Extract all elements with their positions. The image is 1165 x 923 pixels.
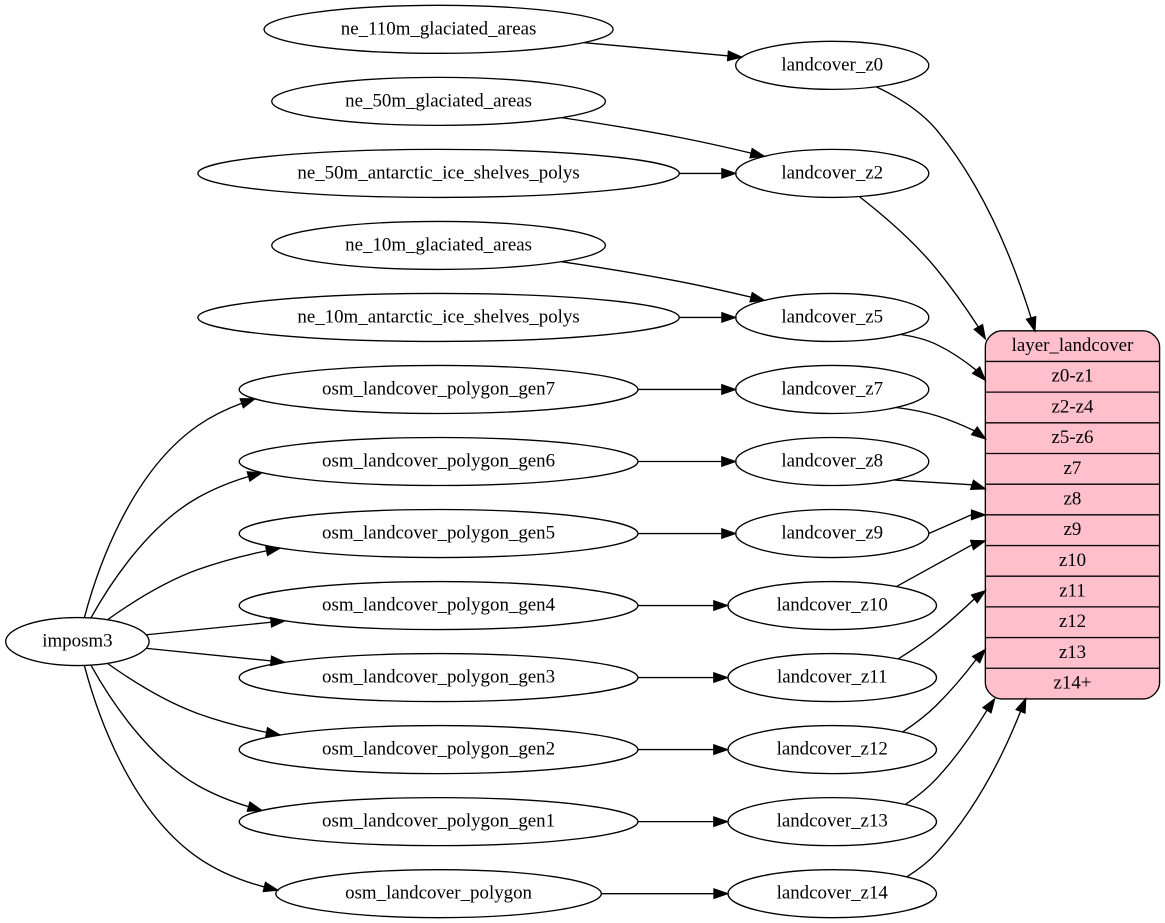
svg-text:layer_landcover: layer_landcover xyxy=(1012,335,1134,356)
svg-text:z13: z13 xyxy=(1059,642,1086,663)
svg-text:ne_50m_glaciated_areas: ne_50m_glaciated_areas xyxy=(345,90,532,111)
svg-text:ne_50m_antarctic_ice_shelves_p: ne_50m_antarctic_ice_shelves_polys xyxy=(297,162,579,183)
svg-text:osm_landcover_polygon_gen1: osm_landcover_polygon_gen1 xyxy=(322,811,555,832)
svg-text:osm_landcover_polygon_gen4: osm_landcover_polygon_gen4 xyxy=(322,595,556,616)
svg-text:landcover_z5: landcover_z5 xyxy=(781,306,883,327)
svg-text:z8: z8 xyxy=(1064,489,1082,510)
svg-text:osm_landcover_polygon_gen2: osm_landcover_polygon_gen2 xyxy=(322,739,555,760)
svg-text:z11: z11 xyxy=(1059,581,1086,602)
svg-text:landcover_z13: landcover_z13 xyxy=(777,811,888,832)
svg-text:landcover_z9: landcover_z9 xyxy=(781,523,883,544)
svg-text:osm_landcover_polygon_gen3: osm_landcover_polygon_gen3 xyxy=(322,667,555,688)
svg-text:z14+: z14+ xyxy=(1053,673,1091,694)
svg-text:osm_landcover_polygon_gen6: osm_landcover_polygon_gen6 xyxy=(322,451,555,472)
svg-text:ne_10m_glaciated_areas: ne_10m_glaciated_areas xyxy=(345,234,532,255)
svg-text:z9: z9 xyxy=(1064,519,1082,540)
svg-text:z2-z4: z2-z4 xyxy=(1051,397,1094,418)
svg-text:osm_landcover_polygon: osm_landcover_polygon xyxy=(345,883,532,904)
svg-text:landcover_z2: landcover_z2 xyxy=(781,162,883,183)
svg-text:imposm3: imposm3 xyxy=(42,631,112,652)
svg-text:landcover_z7: landcover_z7 xyxy=(781,379,883,400)
svg-text:landcover_z11: landcover_z11 xyxy=(777,667,888,688)
svg-text:z7: z7 xyxy=(1064,458,1082,479)
svg-text:z0-z1: z0-z1 xyxy=(1051,366,1093,387)
svg-text:ne_10m_antarctic_ice_shelves_p: ne_10m_antarctic_ice_shelves_polys xyxy=(297,306,579,327)
svg-text:z5-z6: z5-z6 xyxy=(1051,427,1093,448)
svg-text:osm_landcover_polygon_gen7: osm_landcover_polygon_gen7 xyxy=(322,379,555,400)
svg-text:landcover_z12: landcover_z12 xyxy=(777,739,888,760)
svg-text:landcover_z0: landcover_z0 xyxy=(781,54,883,75)
svg-text:osm_landcover_polygon_gen5: osm_landcover_polygon_gen5 xyxy=(322,523,555,544)
svg-text:landcover_z10: landcover_z10 xyxy=(777,595,888,616)
svg-text:ne_110m_glaciated_areas: ne_110m_glaciated_areas xyxy=(341,18,537,39)
svg-text:z10: z10 xyxy=(1059,550,1086,571)
svg-text:landcover_z14: landcover_z14 xyxy=(777,883,889,904)
svg-text:z12: z12 xyxy=(1059,611,1086,632)
svg-text:landcover_z8: landcover_z8 xyxy=(781,451,883,472)
